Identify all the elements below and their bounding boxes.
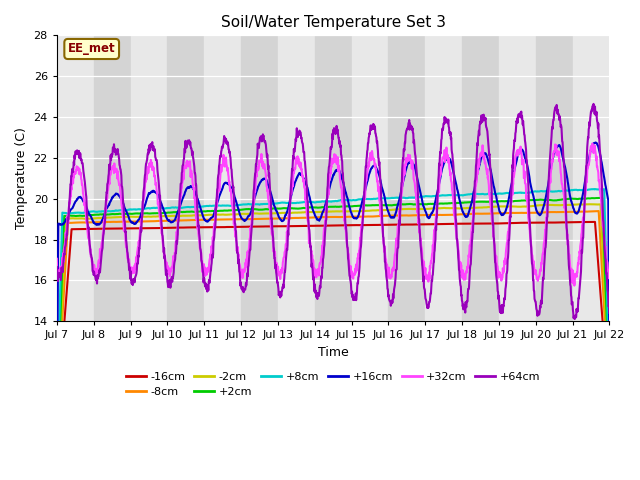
Bar [499,36,536,321]
Bar [315,36,351,321]
Bar [93,36,131,321]
Bar [204,36,241,321]
Bar [536,36,573,321]
Bar [278,36,315,321]
Y-axis label: Temperature (C): Temperature (C) [15,127,28,229]
Bar [241,36,278,321]
Bar [131,36,167,321]
Bar [57,36,93,321]
Title: Soil/Water Temperature Set 3: Soil/Water Temperature Set 3 [221,15,445,30]
Bar [425,36,462,321]
Bar [388,36,425,321]
Bar [462,36,499,321]
Bar [167,36,204,321]
Legend: -16cm, -8cm, -2cm, +2cm, +8cm, +16cm, +32cm, +64cm: -16cm, -8cm, -2cm, +2cm, +8cm, +16cm, +3… [122,367,545,401]
Bar [573,36,609,321]
Bar [351,36,388,321]
Text: EE_met: EE_met [68,43,115,56]
X-axis label: Time: Time [317,346,348,359]
